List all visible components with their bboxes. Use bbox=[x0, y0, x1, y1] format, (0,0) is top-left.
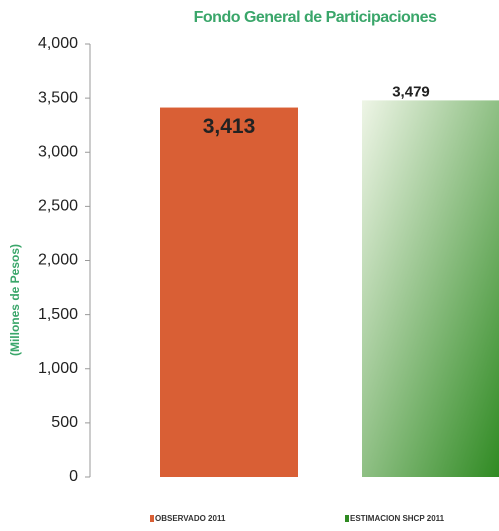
value-label: 3,479 bbox=[392, 83, 430, 100]
y-tick-label: 3,000 bbox=[38, 143, 78, 160]
legend-label: OBSERVADO 2011 bbox=[155, 514, 226, 523]
bar bbox=[362, 100, 499, 477]
y-axis-label: (Millones de Pesos) bbox=[8, 244, 22, 356]
value-label: 3,413 bbox=[203, 115, 256, 138]
legend-label: ESTIMACION SHCP 2011 bbox=[350, 514, 445, 523]
y-tick-label: 3,500 bbox=[38, 89, 78, 106]
y-tick-label: 500 bbox=[51, 414, 78, 431]
y-tick-label: 2,500 bbox=[38, 198, 78, 215]
legend-swatch bbox=[345, 515, 349, 522]
bar bbox=[160, 107, 298, 477]
y-tick-label: 0 bbox=[69, 468, 78, 485]
y-tick-label: 2,000 bbox=[38, 252, 78, 269]
legend-swatch bbox=[150, 515, 154, 522]
y-tick-label: 1,000 bbox=[38, 360, 78, 377]
chart-title: Fondo General de Participaciones bbox=[194, 9, 437, 26]
y-tick-label: 1,500 bbox=[38, 306, 78, 323]
y-tick-label: 4,000 bbox=[38, 35, 78, 52]
